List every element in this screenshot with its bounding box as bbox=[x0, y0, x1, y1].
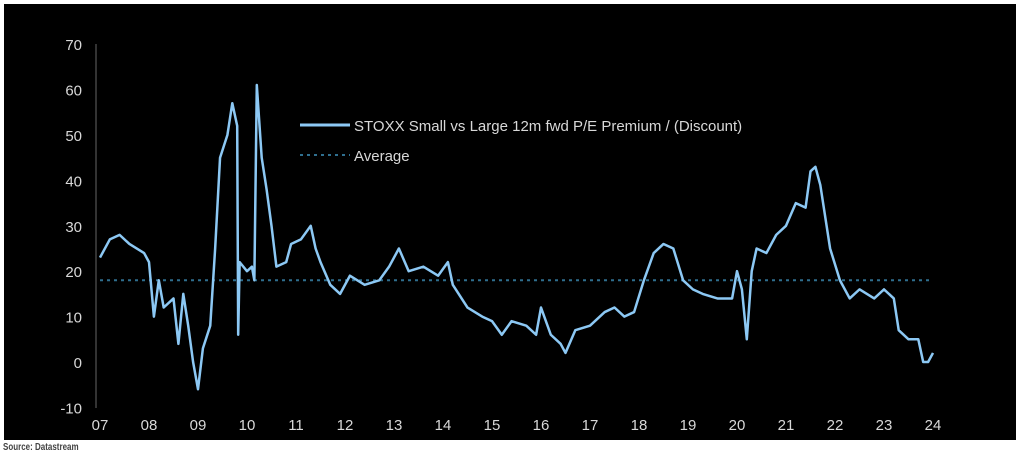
x-tick-label: 13 bbox=[386, 417, 403, 434]
x-tick-label: 10 bbox=[239, 417, 256, 434]
legend-label-average: Average bbox=[354, 148, 410, 165]
y-tick-label: 20 bbox=[65, 264, 82, 281]
x-tick-label: 22 bbox=[827, 417, 844, 434]
y-tick-label: 70 bbox=[65, 37, 82, 54]
x-tick-label: 09 bbox=[190, 417, 207, 434]
x-tick-label: 23 bbox=[876, 417, 893, 434]
x-tick-label: 21 bbox=[778, 417, 795, 434]
x-tick-label: 20 bbox=[729, 417, 746, 434]
x-tick-label: 12 bbox=[337, 417, 354, 434]
x-tick-label: 17 bbox=[582, 417, 599, 434]
x-tick-label: 14 bbox=[435, 417, 452, 434]
chart-area: 70 60 50 40 30 20 10 0 -10 07 08 09 10 11 12 13 14 15 16 17… bbox=[4, 4, 1016, 440]
x-tick-label: 08 bbox=[141, 417, 158, 434]
legend: STOXX Small vs Large 12m fwd P/E Premium… bbox=[300, 118, 742, 165]
x-tick-label: 15 bbox=[484, 417, 501, 434]
y-tick-label: 50 bbox=[65, 128, 82, 145]
legend-label-premium: STOXX Small vs Large 12m fwd P/E Premium… bbox=[354, 118, 742, 135]
line-chart: 70 60 50 40 30 20 10 0 -10 07 08 09 10 11 12 13 14 15 16 17… bbox=[60, 37, 942, 434]
source-note: Source: Datastream bbox=[3, 442, 79, 453]
x-tick-label: 18 bbox=[631, 417, 648, 434]
y-tick-label: 10 bbox=[65, 310, 82, 327]
y-tick-label: 0 bbox=[74, 355, 82, 372]
x-tick-label: 16 bbox=[533, 417, 550, 434]
y-tick-label: 40 bbox=[65, 173, 82, 190]
x-tick-label: 19 bbox=[680, 417, 697, 434]
y-tick-label: 60 bbox=[65, 83, 82, 100]
x-tick-label: 07 bbox=[92, 417, 109, 434]
y-tick-label: 30 bbox=[65, 219, 82, 236]
x-tick-label: 11 bbox=[288, 417, 304, 434]
premium-line bbox=[98, 83, 935, 391]
x-tick-label: 24 bbox=[925, 417, 942, 434]
y-tick-label: -10 bbox=[60, 400, 82, 417]
